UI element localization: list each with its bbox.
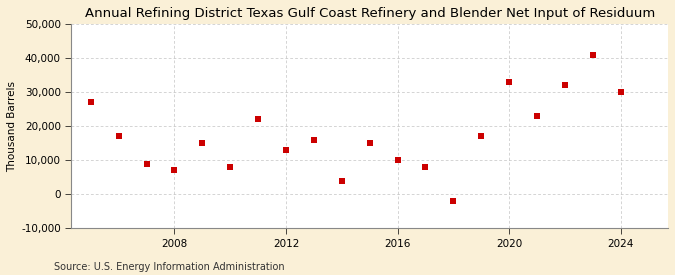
Point bbox=[113, 134, 124, 139]
Point bbox=[587, 52, 598, 57]
Title: Annual Refining District Texas Gulf Coast Refinery and Blender Net Input of Resi: Annual Refining District Texas Gulf Coas… bbox=[84, 7, 655, 20]
Point bbox=[141, 161, 152, 166]
Point bbox=[420, 165, 431, 169]
Point bbox=[476, 134, 487, 139]
Point bbox=[252, 117, 263, 122]
Point bbox=[225, 165, 236, 169]
Point bbox=[169, 168, 180, 173]
Point bbox=[364, 141, 375, 145]
Text: Source: U.S. Energy Information Administration: Source: U.S. Energy Information Administ… bbox=[54, 262, 285, 272]
Point bbox=[336, 178, 347, 183]
Point bbox=[281, 148, 292, 152]
Point bbox=[615, 90, 626, 94]
Point bbox=[86, 100, 97, 104]
Point bbox=[197, 141, 208, 145]
Point bbox=[560, 83, 570, 87]
Point bbox=[532, 114, 543, 118]
Point bbox=[392, 158, 403, 163]
Point bbox=[504, 80, 514, 84]
Point bbox=[448, 199, 459, 203]
Point bbox=[308, 138, 319, 142]
Y-axis label: Thousand Barrels: Thousand Barrels bbox=[7, 81, 17, 172]
